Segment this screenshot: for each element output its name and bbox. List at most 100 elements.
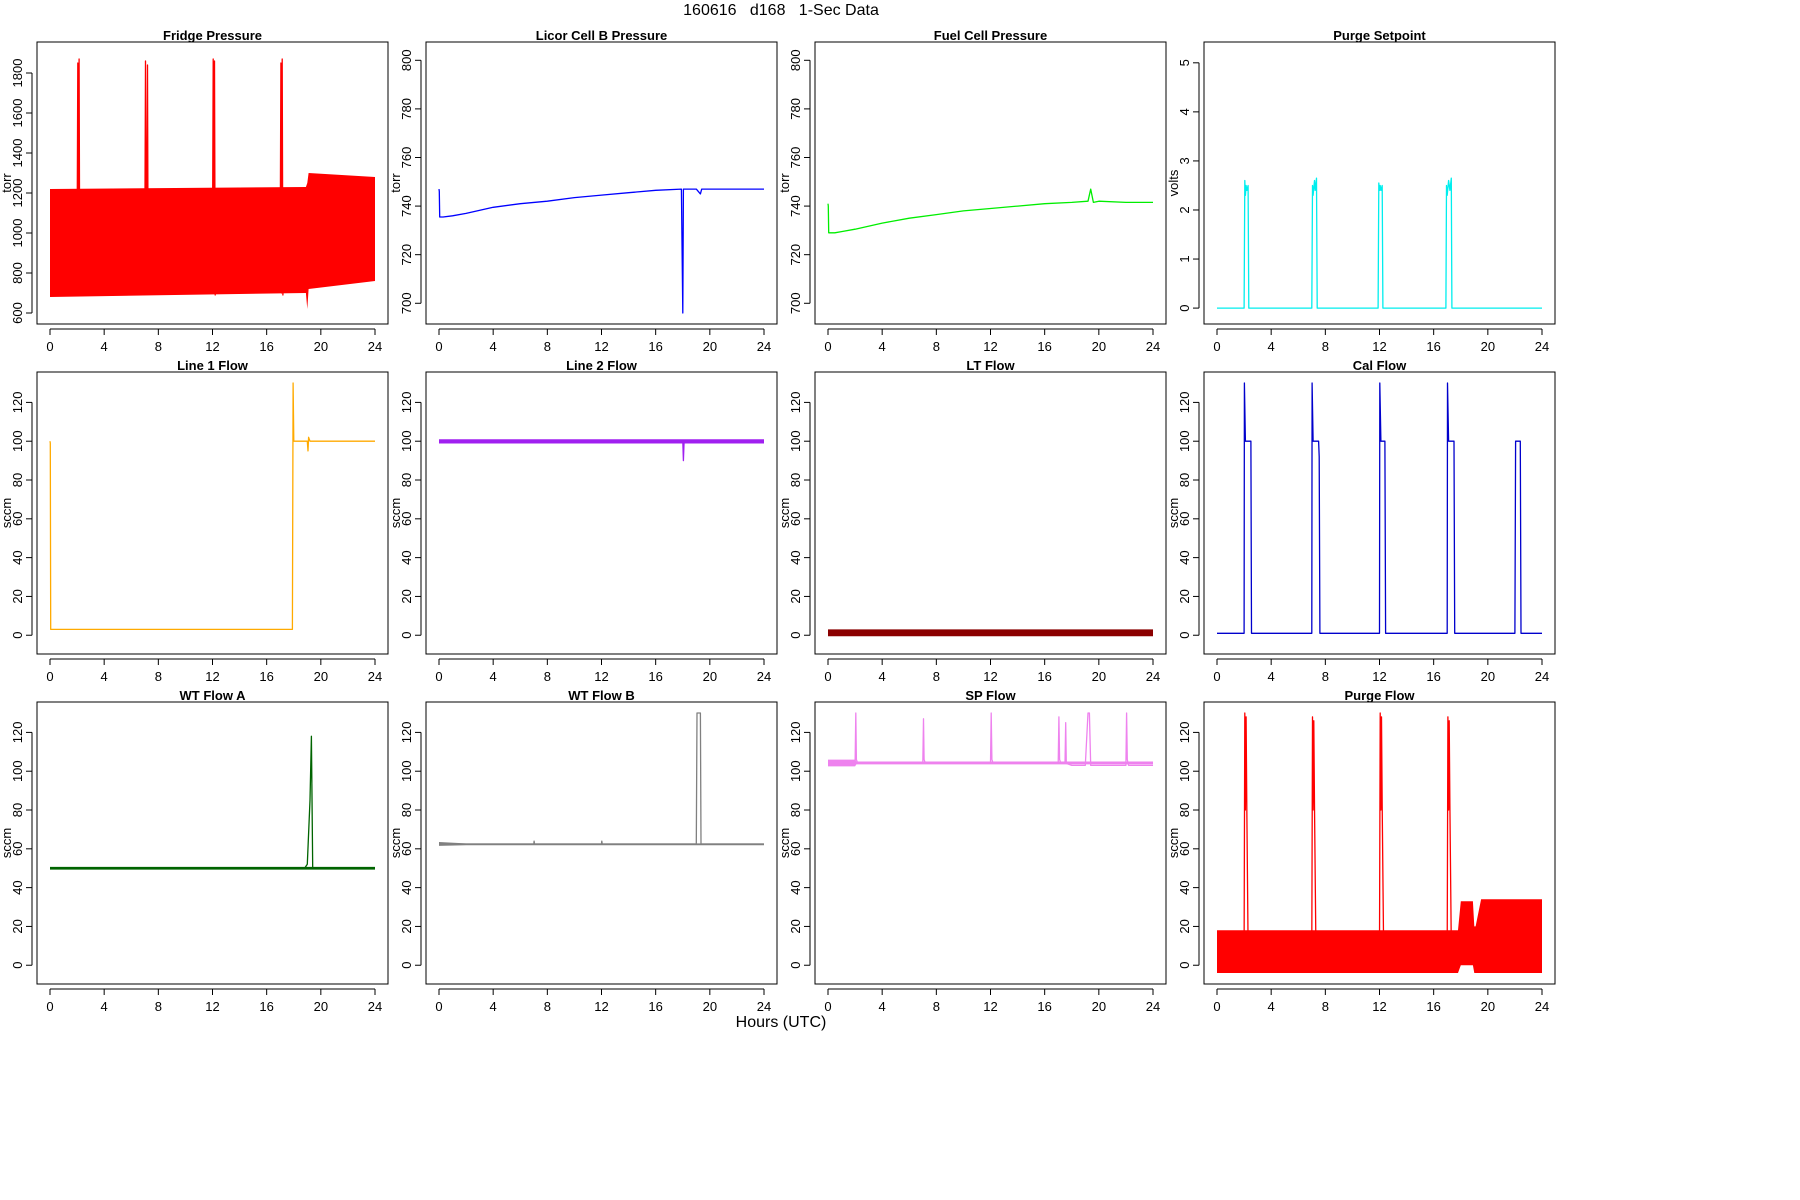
plot-frame xyxy=(425,701,778,985)
panel-title: Fridge Pressure xyxy=(163,28,262,43)
y-tick-label: 720 xyxy=(399,244,414,266)
y-tick-label: 80 xyxy=(10,473,25,487)
chart-panel: WT Flow B 0 4 8 12 16 20 24 0 20 40 60 80 100 120 sccm xyxy=(388,688,778,1014)
x-tick-label: 12 xyxy=(205,669,219,684)
panel-title: Purge Flow xyxy=(1344,688,1415,703)
x-tick-label: 0 xyxy=(435,669,442,684)
x-tick-label: 20 xyxy=(703,339,717,354)
chart-panel: Fridge Pressure 0 4 8 12 16 20 24 600 800 1000 1200… xyxy=(0,28,389,354)
y-axis-label: sccm xyxy=(777,828,792,858)
x-tick-label: 8 xyxy=(933,339,940,354)
y-tick-label: 1600 xyxy=(10,99,25,128)
plot-frame xyxy=(1203,701,1556,985)
x-tick-label: 20 xyxy=(703,999,717,1014)
x-tick-label: 0 xyxy=(824,999,831,1014)
plot-frame xyxy=(814,41,1167,325)
data-line xyxy=(827,188,1153,234)
y-tick-label: 60 xyxy=(10,512,25,526)
x-tick-label: 24 xyxy=(368,339,382,354)
y-tick-label: 800 xyxy=(788,49,803,71)
y-tick-label: 5 xyxy=(1177,59,1192,66)
y-axis-label: volts xyxy=(1166,169,1181,196)
x-tick-label: 0 xyxy=(46,999,53,1014)
data-line xyxy=(1217,177,1542,309)
y-tick-label: 40 xyxy=(788,550,803,564)
x-tick-label: 12 xyxy=(594,999,608,1014)
plot-frame xyxy=(36,371,389,655)
x-tick-label: 8 xyxy=(544,669,551,684)
y-tick-label: 100 xyxy=(1177,430,1192,452)
y-axis-label: sccm xyxy=(388,498,403,528)
x-tick-label: 20 xyxy=(1092,669,1106,684)
plot-area xyxy=(50,735,375,870)
x-tick-label: 16 xyxy=(648,999,662,1014)
y-tick-label: 800 xyxy=(399,49,414,71)
y-tick-label: 40 xyxy=(1177,550,1192,564)
x-tick-label: 0 xyxy=(46,339,53,354)
y-axis-label: torr xyxy=(0,173,14,193)
data-line xyxy=(439,440,764,462)
x-tick-label: 0 xyxy=(1213,669,1220,684)
y-tick-label: 120 xyxy=(788,722,803,744)
x-tick-label: 4 xyxy=(1268,339,1275,354)
chart-panel: Purge Flow 0 4 8 12 16 20 24 0 20 40 60 80 100 120 sccm xyxy=(1166,688,1556,1014)
y-tick-label: 120 xyxy=(788,392,803,414)
panel-title: Line 1 Flow xyxy=(177,358,249,373)
x-tick-label: 4 xyxy=(490,669,497,684)
y-tick-label: 1800 xyxy=(10,59,25,88)
x-tick-label: 16 xyxy=(1037,339,1051,354)
x-tick-label: 20 xyxy=(314,999,328,1014)
y-tick-label: 100 xyxy=(1177,760,1192,782)
x-tick-label: 16 xyxy=(1037,999,1051,1014)
y-tick-label: 0 xyxy=(788,632,803,639)
y-tick-label: 120 xyxy=(1177,722,1192,744)
x-tick-label: 24 xyxy=(757,339,771,354)
x-tick-label: 12 xyxy=(983,999,997,1014)
x-tick-label: 12 xyxy=(594,339,608,354)
x-tick-label: 4 xyxy=(1268,669,1275,684)
y-tick-label: 0 xyxy=(399,632,414,639)
y-tick-label: 720 xyxy=(788,244,803,266)
y-axis-label: torr xyxy=(777,173,792,193)
plot-area xyxy=(49,382,375,631)
plot-area xyxy=(439,439,764,462)
chart-panel: Line 2 Flow 0 4 8 12 16 20 24 0 20 40 60 80 100 120 scc… xyxy=(388,358,778,684)
y-tick-label: 120 xyxy=(399,392,414,414)
y-tick-label: 740 xyxy=(399,195,414,217)
x-tick-label: 24 xyxy=(1146,999,1160,1014)
y-tick-label: 120 xyxy=(1177,392,1192,414)
panel-title: Fuel Cell Pressure xyxy=(934,28,1047,43)
y-tick-label: 80 xyxy=(1177,473,1192,487)
panel-title: Licor Cell B Pressure xyxy=(536,28,668,43)
x-tick-label: 4 xyxy=(101,999,108,1014)
panel-title: WT Flow A xyxy=(180,688,247,703)
x-tick-label: 4 xyxy=(1268,999,1275,1014)
page-title: 160616 d168 1-Sec Data xyxy=(683,2,879,19)
x-tick-label: 20 xyxy=(314,669,328,684)
panel-title: WT Flow B xyxy=(568,688,634,703)
plot-area xyxy=(439,712,764,846)
x-tick-label: 8 xyxy=(155,339,162,354)
data-line xyxy=(49,382,375,631)
x-tick-label: 0 xyxy=(435,339,442,354)
x-tick-label: 12 xyxy=(1372,999,1386,1014)
y-tick-label: 100 xyxy=(399,760,414,782)
y-axis-label: sccm xyxy=(1166,828,1181,858)
x-tick-label: 16 xyxy=(648,669,662,684)
y-tick-label: 40 xyxy=(1177,880,1192,894)
chart-panel: Cal Flow 0 4 8 12 16 20 24 0 20 40 60 80 100 120 sccm xyxy=(1166,358,1556,684)
y-tick-label: 800 xyxy=(10,262,25,284)
y-tick-label: 40 xyxy=(399,880,414,894)
data-line xyxy=(1217,712,1542,947)
x-tick-label: 24 xyxy=(368,669,382,684)
x-tick-label: 20 xyxy=(314,339,328,354)
y-tick-label: 20 xyxy=(399,919,414,933)
x-tick-label: 4 xyxy=(490,999,497,1014)
plot-frame xyxy=(36,701,389,985)
x-tick-label: 8 xyxy=(155,669,162,684)
y-tick-label: 780 xyxy=(399,98,414,120)
x-tick-label: 4 xyxy=(879,999,886,1014)
y-tick-label: 100 xyxy=(788,760,803,782)
plot-area xyxy=(1217,382,1542,634)
y-tick-label: 20 xyxy=(10,919,25,933)
